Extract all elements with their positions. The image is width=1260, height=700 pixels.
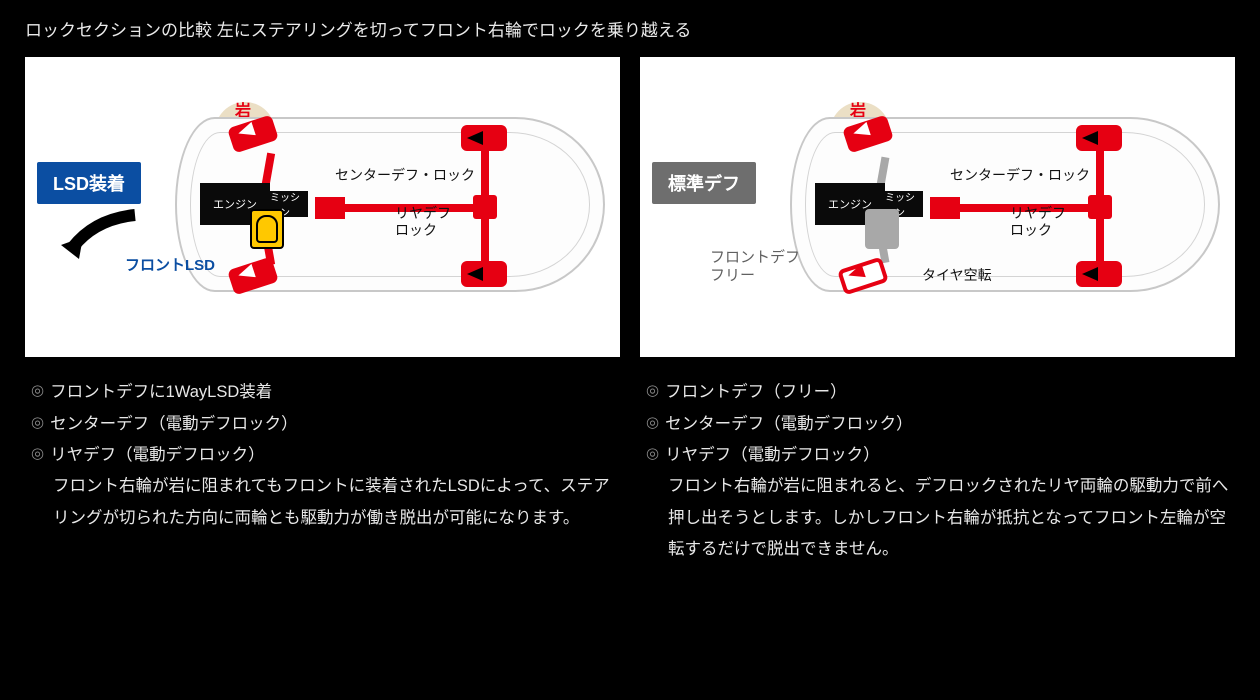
arrow-icon	[1082, 267, 1098, 281]
front-free-label: フロントデフ フリー	[710, 249, 800, 285]
bullet-marker-icon: ◎	[31, 409, 44, 438]
bullets-lsd: ◎フロントデフに1WayLSD装着 ◎センターデフ（電動デフロック） ◎リヤデフ…	[25, 377, 620, 534]
spin-label: タイヤ空転	[922, 265, 992, 285]
rear-diff-label: リヤデフ ロック	[1010, 205, 1066, 239]
lsd-diff-icon	[250, 209, 284, 249]
bullet-text: リヤデフ（電動デフロック）	[665, 440, 880, 471]
bullet-text: フロントデフ（フリー）	[665, 377, 847, 408]
bullet-marker-icon: ◎	[31, 440, 44, 469]
arrow-icon	[467, 131, 483, 145]
badge-lsd: LSD装着	[37, 162, 141, 204]
rear-diff-label-2: ロック	[395, 222, 437, 238]
column-standard: 岩 標準デフ フロントデフ フリー エンジン ミッション	[640, 57, 1235, 565]
rear-diff-label: リヤデフ ロック	[395, 205, 451, 239]
column-lsd: 岩 LSD装着 フロントLSD エンジン ミッション	[25, 57, 620, 565]
description-lsd: フロント右輪が岩に阻まれてもフロントに装着されたLSDによって、ステアリングが切…	[31, 471, 620, 534]
bullet-item: ◎フロントデフ（フリー）	[646, 377, 1235, 408]
rear-diff-box	[1088, 195, 1112, 219]
description-standard: フロント右輪が岩に阻まれると、デフロックされたリヤ両輪の駆動力で前へ押し出そうと…	[646, 471, 1235, 565]
bullets-standard: ◎フロントデフ（フリー） ◎センターデフ（電動デフロック） ◎リヤデフ（電動デフ…	[640, 377, 1235, 565]
bullet-item: ◎フロントデフに1WayLSD装着	[31, 377, 620, 408]
page-title: ロックセクションの比較 左にステアリングを切ってフロント右輪でロックを乗り越える	[25, 15, 1235, 47]
center-diff-label: センターデフ・ロック	[950, 165, 1090, 185]
front-free-label-1: フロントデフ	[710, 249, 800, 266]
arrow-icon	[1082, 131, 1098, 145]
bullet-text: センターデフ（電動デフロック）	[50, 409, 298, 440]
bullet-item: ◎リヤデフ（電動デフロック）	[31, 440, 620, 471]
center-diff-box	[930, 197, 960, 219]
bullet-marker-icon: ◎	[646, 409, 659, 438]
front-free-label-2: フリー	[710, 267, 755, 284]
bullet-item: ◎センターデフ（電動デフロック）	[31, 409, 620, 440]
free-diff-icon	[865, 209, 899, 249]
center-diff-box	[315, 197, 345, 219]
center-diff-label: センターデフ・ロック	[335, 165, 475, 185]
rear-diff-label-1: リヤデフ	[1010, 205, 1066, 221]
diagram-lsd: 岩 LSD装着 フロントLSD エンジン ミッション	[25, 57, 620, 357]
badge-standard: 標準デフ	[652, 162, 756, 204]
bullet-marker-icon: ◎	[31, 377, 44, 406]
bullet-text: センターデフ（電動デフロック）	[665, 409, 913, 440]
bullet-item: ◎リヤデフ（電動デフロック）	[646, 440, 1235, 471]
bullet-marker-icon: ◎	[646, 377, 659, 406]
front-lsd-label: フロントLSD	[125, 254, 215, 275]
arrow-icon	[467, 267, 483, 281]
rear-diff-label-1: リヤデフ	[395, 205, 451, 221]
rear-diff-box	[473, 195, 497, 219]
comparison-columns: 岩 LSD装着 フロントLSD エンジン ミッション	[25, 57, 1235, 565]
rear-diff-label-2: ロック	[1010, 222, 1052, 238]
bullet-text: リヤデフ（電動デフロック）	[50, 440, 265, 471]
bullet-item: ◎センターデフ（電動デフロック）	[646, 409, 1235, 440]
bullet-text: フロントデフに1WayLSD装着	[50, 377, 272, 408]
diagram-standard: 岩 標準デフ フロントデフ フリー エンジン ミッション	[640, 57, 1235, 357]
bullet-marker-icon: ◎	[646, 440, 659, 469]
